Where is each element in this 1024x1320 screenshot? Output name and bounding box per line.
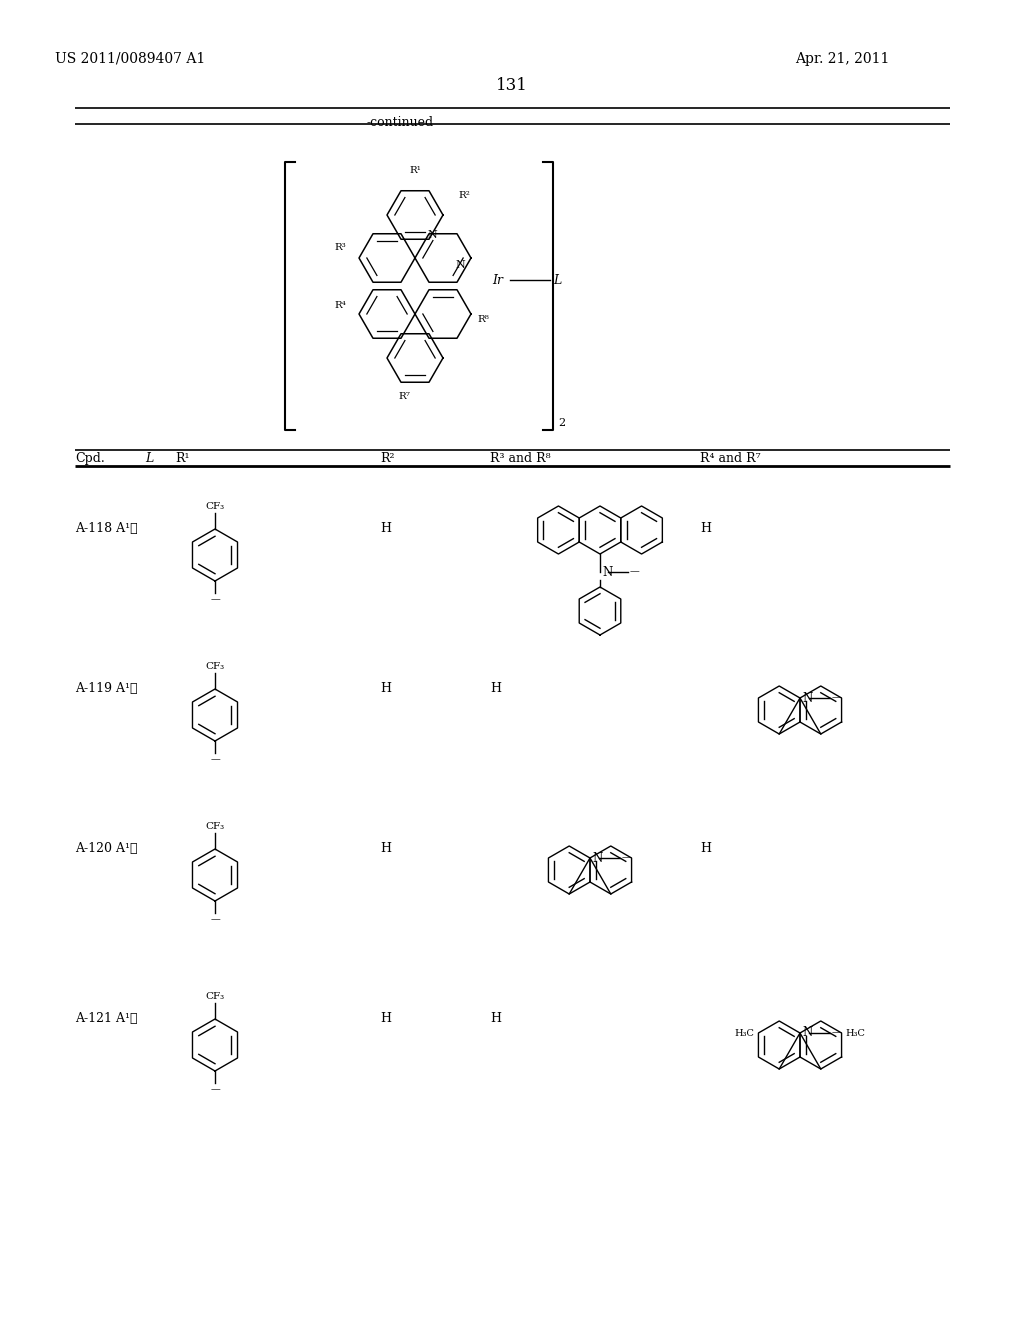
- Text: H: H: [380, 1012, 391, 1026]
- Text: —: —: [210, 1085, 220, 1094]
- Text: R⁸: R⁸: [477, 315, 488, 325]
- Text: Ir: Ir: [493, 273, 504, 286]
- Text: CF₃: CF₃: [206, 663, 224, 671]
- Text: H: H: [380, 842, 391, 855]
- Text: R¹: R¹: [409, 166, 421, 176]
- Text: A-118 A¹⦳: A-118 A¹⦳: [75, 521, 137, 535]
- Text: —: —: [210, 595, 220, 605]
- Text: R¹: R¹: [175, 451, 189, 465]
- Text: N: N: [602, 565, 612, 578]
- Text: A-121 A¹⦳: A-121 A¹⦳: [75, 1012, 137, 1026]
- Text: A-120 A¹⦳: A-120 A¹⦳: [75, 842, 137, 855]
- Text: H: H: [490, 682, 501, 696]
- Text: —: —: [210, 755, 220, 764]
- Text: H: H: [490, 1012, 501, 1026]
- Text: R⁴: R⁴: [334, 301, 346, 309]
- Text: H₃C: H₃C: [846, 1028, 865, 1038]
- Text: R³: R³: [334, 243, 346, 252]
- Text: H: H: [700, 842, 711, 855]
- Text: R⁴ and R⁷: R⁴ and R⁷: [700, 451, 761, 465]
- Text: H: H: [700, 521, 711, 535]
- Text: 2: 2: [558, 418, 565, 428]
- Text: A-119 A¹⦳: A-119 A¹⦳: [75, 682, 137, 696]
- Text: N: N: [592, 851, 602, 865]
- Text: R³ and R⁸: R³ and R⁸: [490, 451, 551, 465]
- Text: L: L: [145, 451, 154, 465]
- Text: N: N: [802, 1027, 812, 1040]
- Text: H₃C: H₃C: [734, 1028, 755, 1038]
- Text: R²: R²: [458, 190, 470, 199]
- Text: R²: R²: [380, 451, 394, 465]
- Text: Apr. 21, 2011: Apr. 21, 2011: [795, 51, 890, 66]
- Text: CF₃: CF₃: [206, 822, 224, 832]
- Text: —: —: [831, 693, 842, 702]
- Text: US 2011/0089407 A1: US 2011/0089407 A1: [55, 51, 205, 66]
- Text: —: —: [210, 915, 220, 924]
- Text: H: H: [380, 521, 391, 535]
- Text: CF₃: CF₃: [206, 502, 224, 511]
- Text: —: —: [630, 568, 640, 577]
- Text: 131: 131: [496, 77, 528, 94]
- Text: —: —: [622, 854, 632, 862]
- Text: N: N: [427, 230, 437, 240]
- Text: —: —: [831, 1028, 842, 1038]
- Text: N: N: [802, 692, 812, 705]
- Text: CF₃: CF₃: [206, 993, 224, 1001]
- Text: -continued: -continued: [367, 116, 433, 129]
- Text: H: H: [380, 682, 391, 696]
- Text: R⁷: R⁷: [398, 392, 410, 401]
- Text: Cpd.: Cpd.: [75, 451, 104, 465]
- Text: N: N: [455, 260, 465, 271]
- Text: L: L: [553, 273, 561, 286]
